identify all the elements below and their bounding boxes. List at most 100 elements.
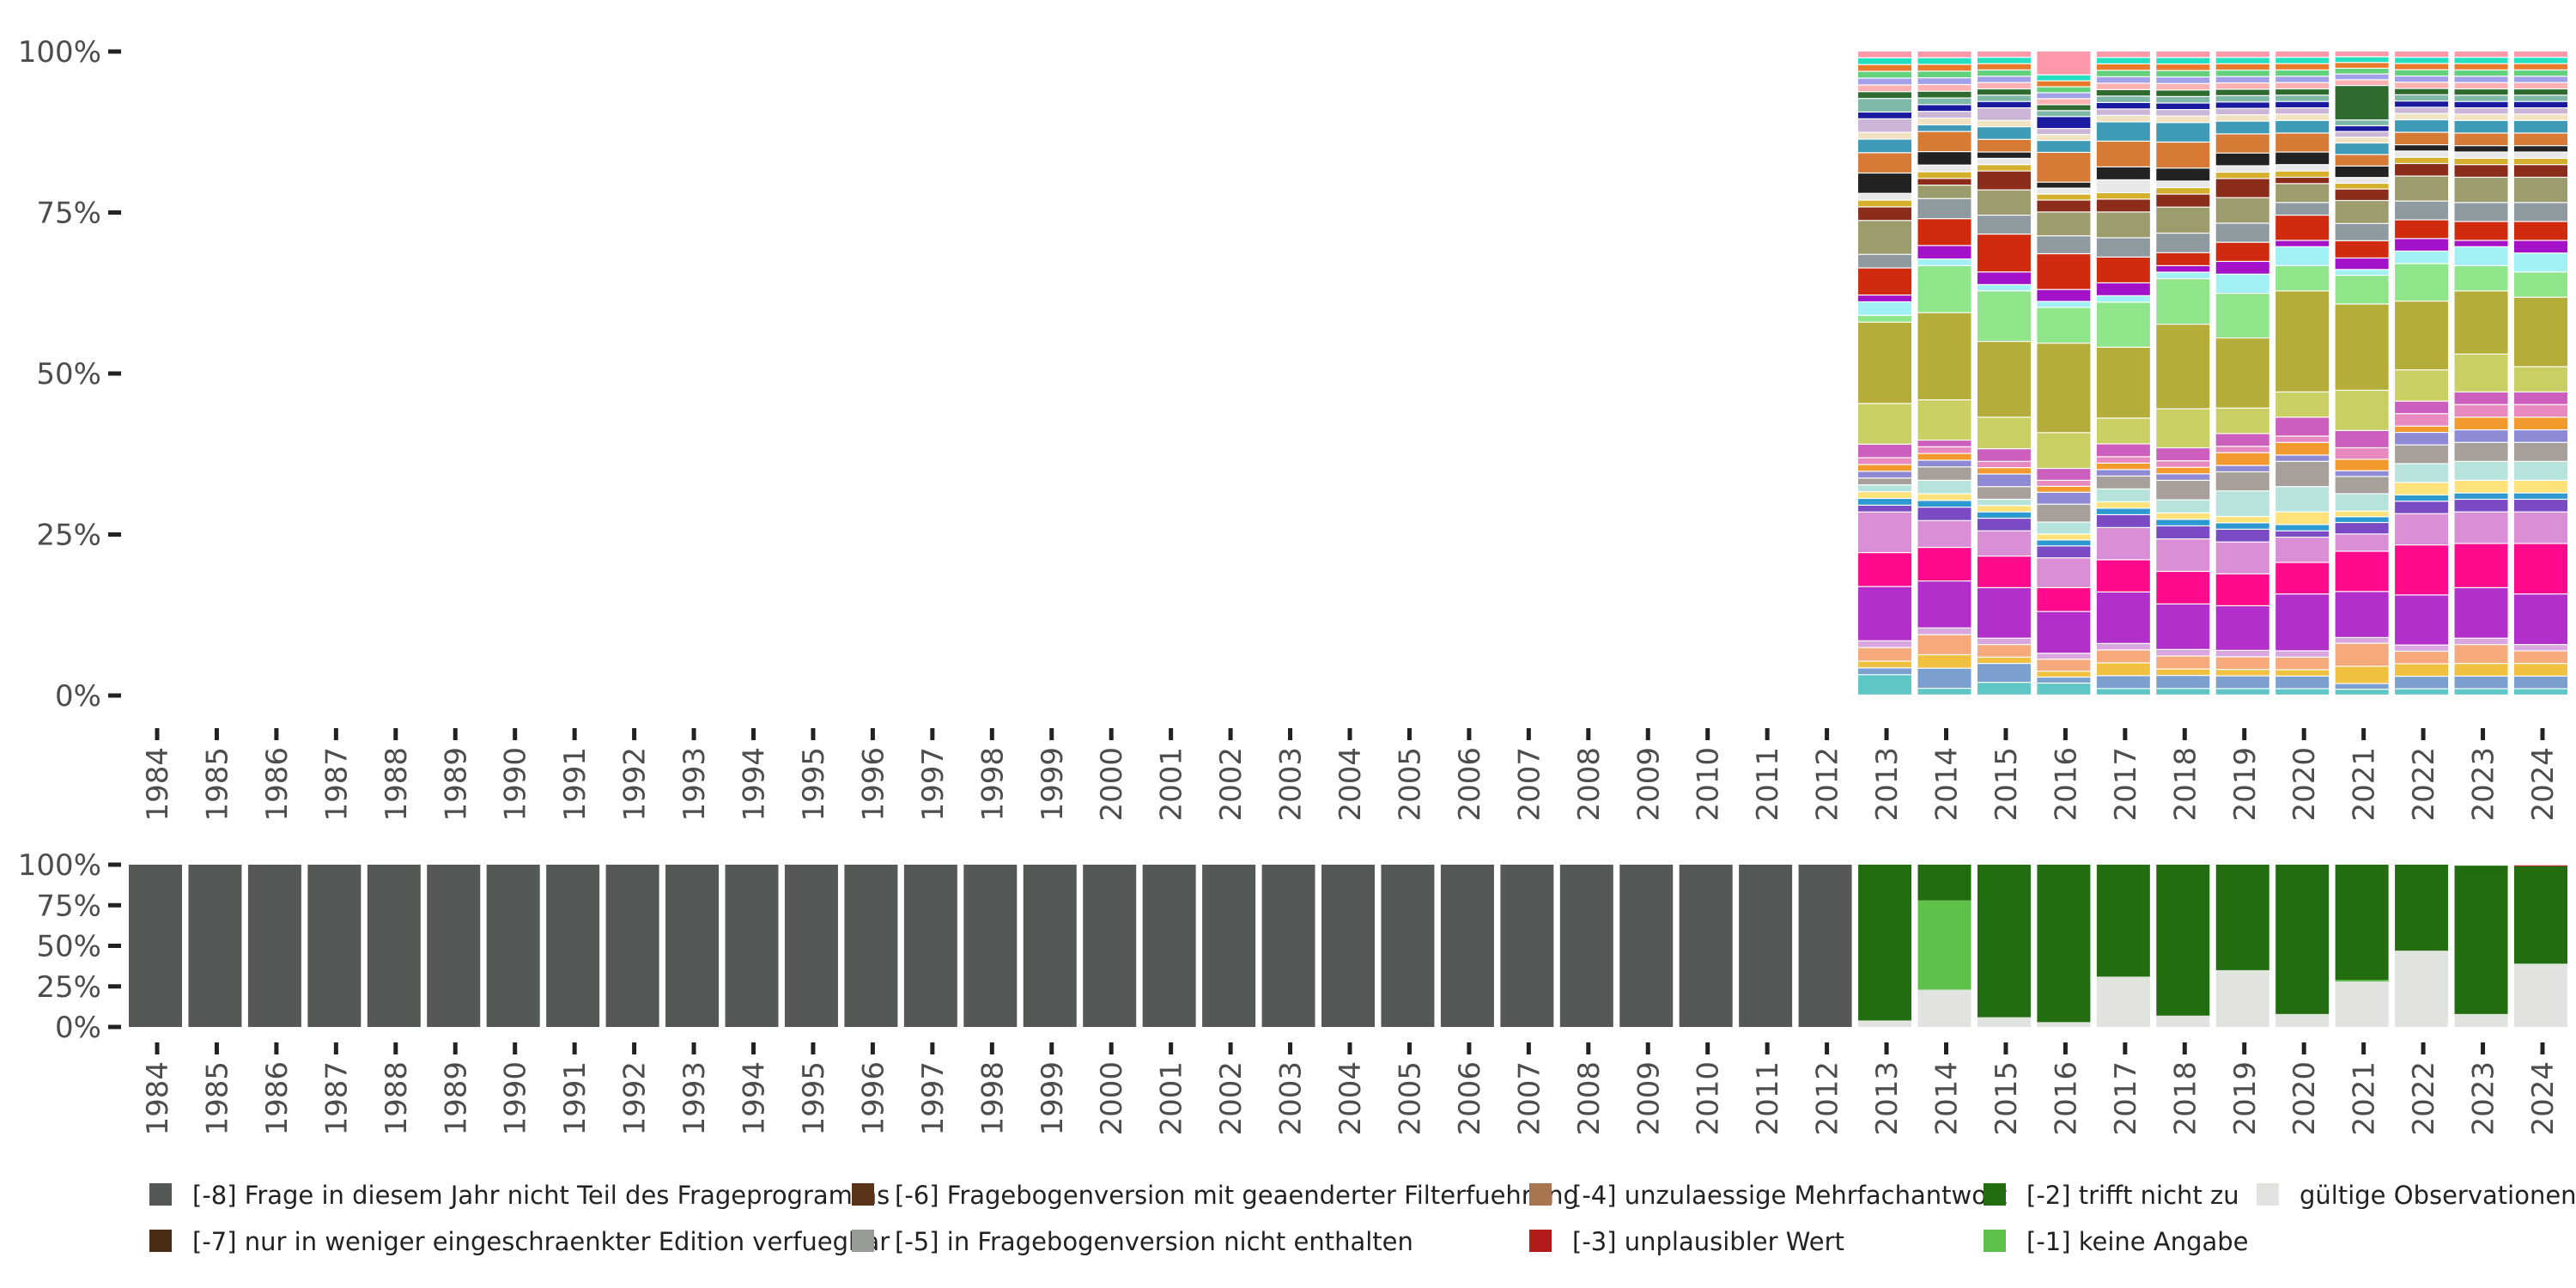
bottom-x-tick-mark <box>2182 1042 2187 1054</box>
top-x-tick-label: 2016 <box>2049 747 2083 822</box>
top-bar-segment <box>2215 657 2269 670</box>
top-bar-segment <box>2096 592 2150 643</box>
top-bar-segment <box>1977 638 2031 644</box>
bottom-bar-2006 <box>1440 865 1494 1027</box>
bottom-y-tick-label: 0% <box>55 1011 101 1045</box>
top-x-tick-label: 2014 <box>1930 747 1965 822</box>
top-bar-segment <box>2335 683 2389 690</box>
top-bar-segment <box>2275 95 2330 101</box>
top-bar-segment <box>1858 485 1912 491</box>
top-x-tick-label: 1996 <box>856 747 890 822</box>
top-bar-segment <box>1858 112 1912 118</box>
top-bar-segment <box>2395 145 2449 151</box>
top-bar-segment <box>2395 495 2449 501</box>
bottom-bar-segment-gueltig <box>2096 976 2150 1027</box>
bottom-x-tick-label: 1997 <box>916 1061 951 1136</box>
top-bar-segment <box>2335 643 2389 666</box>
bottom-x-tick-mark <box>274 1042 279 1054</box>
top-bar-segment <box>2454 89 2508 95</box>
bottom-bar-1995 <box>784 865 838 1027</box>
legend-label: [-3] unplausibler Wert <box>1572 1227 1844 1256</box>
top-bar-segment <box>2037 492 2091 504</box>
bottom-x-tick-label: 1999 <box>1036 1061 1070 1136</box>
top-bar-segment <box>1977 190 2031 215</box>
top-bar-segment <box>2037 433 2091 468</box>
top-bar-segment <box>2514 133 2567 146</box>
top-bar-segment <box>2395 301 2449 370</box>
top-bar-segment <box>2037 522 2091 534</box>
top-bar-segment <box>2275 657 2330 670</box>
top-bar-segment <box>2454 638 2508 644</box>
top-x-tick-mark <box>2301 728 2306 740</box>
top-bar-segment <box>1917 460 1971 467</box>
top-x-tick-label: 2004 <box>1334 747 1368 822</box>
top-bar-segment <box>2215 529 2269 542</box>
top-x-tick-label: 2009 <box>1631 747 1666 822</box>
top-bar-segment <box>1977 70 2031 76</box>
top-bar-segment <box>1858 118 1912 132</box>
top-bar-segment <box>1977 58 2031 64</box>
bottom-x-tick-mark <box>1645 1042 1650 1054</box>
top-x-tick-label: 2021 <box>2348 747 2382 822</box>
legend-item-nicht_enthalten: [-5] in Fragebogenversion nicht enthalte… <box>852 1227 1413 1256</box>
top-bar-segment <box>2096 142 2150 167</box>
top-bar-segment <box>2395 113 2449 119</box>
top-bar-segment <box>2215 676 2269 689</box>
top-bar-segment <box>1917 481 1971 494</box>
bottom-y-tick-label: 25% <box>36 970 101 1005</box>
top-bar-segment <box>2275 266 2330 291</box>
bottom-bar-segment-gueltig <box>1858 1020 1912 1027</box>
top-bar-segment <box>2037 343 2091 433</box>
top-bar-segment <box>1858 458 1912 465</box>
top-bar-segment <box>2156 116 2210 123</box>
top-bar-segment <box>2395 201 2449 220</box>
bottom-bar-2007 <box>1500 865 1554 1027</box>
top-bar-segment <box>2454 442 2508 461</box>
bottom-bar-segment-gueltig <box>2395 951 2449 1027</box>
top-bar-segment <box>1917 655 1971 668</box>
bottom-bar-segment-nicht_teil <box>367 865 421 1027</box>
top-bar-segment <box>2454 500 2508 512</box>
bottom-x-tick-mark <box>1765 1042 1770 1054</box>
top-bar-segment <box>2156 669 2210 676</box>
top-bar-segment <box>2514 664 2567 676</box>
bottom-x-tick-label: 1991 <box>558 1061 592 1136</box>
top-bar-segment <box>2096 444 2150 457</box>
legend-swatch <box>149 1183 172 1206</box>
top-bar-segment <box>2454 165 2508 177</box>
top-bar-segment <box>2454 645 2508 664</box>
top-bar-segment <box>2215 153 2269 166</box>
bottom-bar-segment-nicht_teil <box>844 865 898 1027</box>
bottom-bar-1991 <box>546 865 600 1027</box>
top-bar-segment <box>2335 166 2389 178</box>
top-bar-segment <box>1858 471 1912 478</box>
top-bar-segment <box>2335 270 2389 275</box>
bottom-bar-2000 <box>1083 865 1137 1027</box>
top-bar-segment <box>2096 83 2150 89</box>
top-bar-segment <box>1858 647 1912 661</box>
top-bar-segment <box>2037 289 2091 301</box>
bottom-bar-segment-gueltig <box>1977 1017 2031 1027</box>
top-bar-segment <box>2335 477 2389 494</box>
top-bar-segment <box>2514 108 2567 114</box>
top-bar-2023 <box>2454 52 2508 695</box>
bottom-x-tick-label: 2009 <box>1631 1061 1666 1136</box>
top-bar-segment <box>2096 167 2150 179</box>
bottom-y-tick-label: 75% <box>36 889 101 923</box>
top-bar-segment <box>2215 121 2269 134</box>
top-bar-segment <box>2275 216 2330 240</box>
top-bar-segment <box>2215 447 2269 453</box>
top-bar-segment <box>2395 426 2449 432</box>
top-x-tick-label: 2010 <box>1692 747 1726 822</box>
bottom-bar-segment-trifft_nicht_zu <box>2454 866 2508 1014</box>
top-bar-segment <box>2156 77 2210 83</box>
bottom-bar-2011 <box>1739 865 1793 1027</box>
top-bar-segment <box>2156 279 2210 324</box>
top-bar-segment <box>1858 553 1912 586</box>
bottom-bar-segment-gueltig <box>2037 1022 2091 1027</box>
bottom-x-tick-label: 1994 <box>738 1061 772 1136</box>
top-bar-segment <box>2514 52 2567 58</box>
top-bar-segment <box>1977 512 2031 518</box>
top-bar-segment <box>2454 676 2508 689</box>
